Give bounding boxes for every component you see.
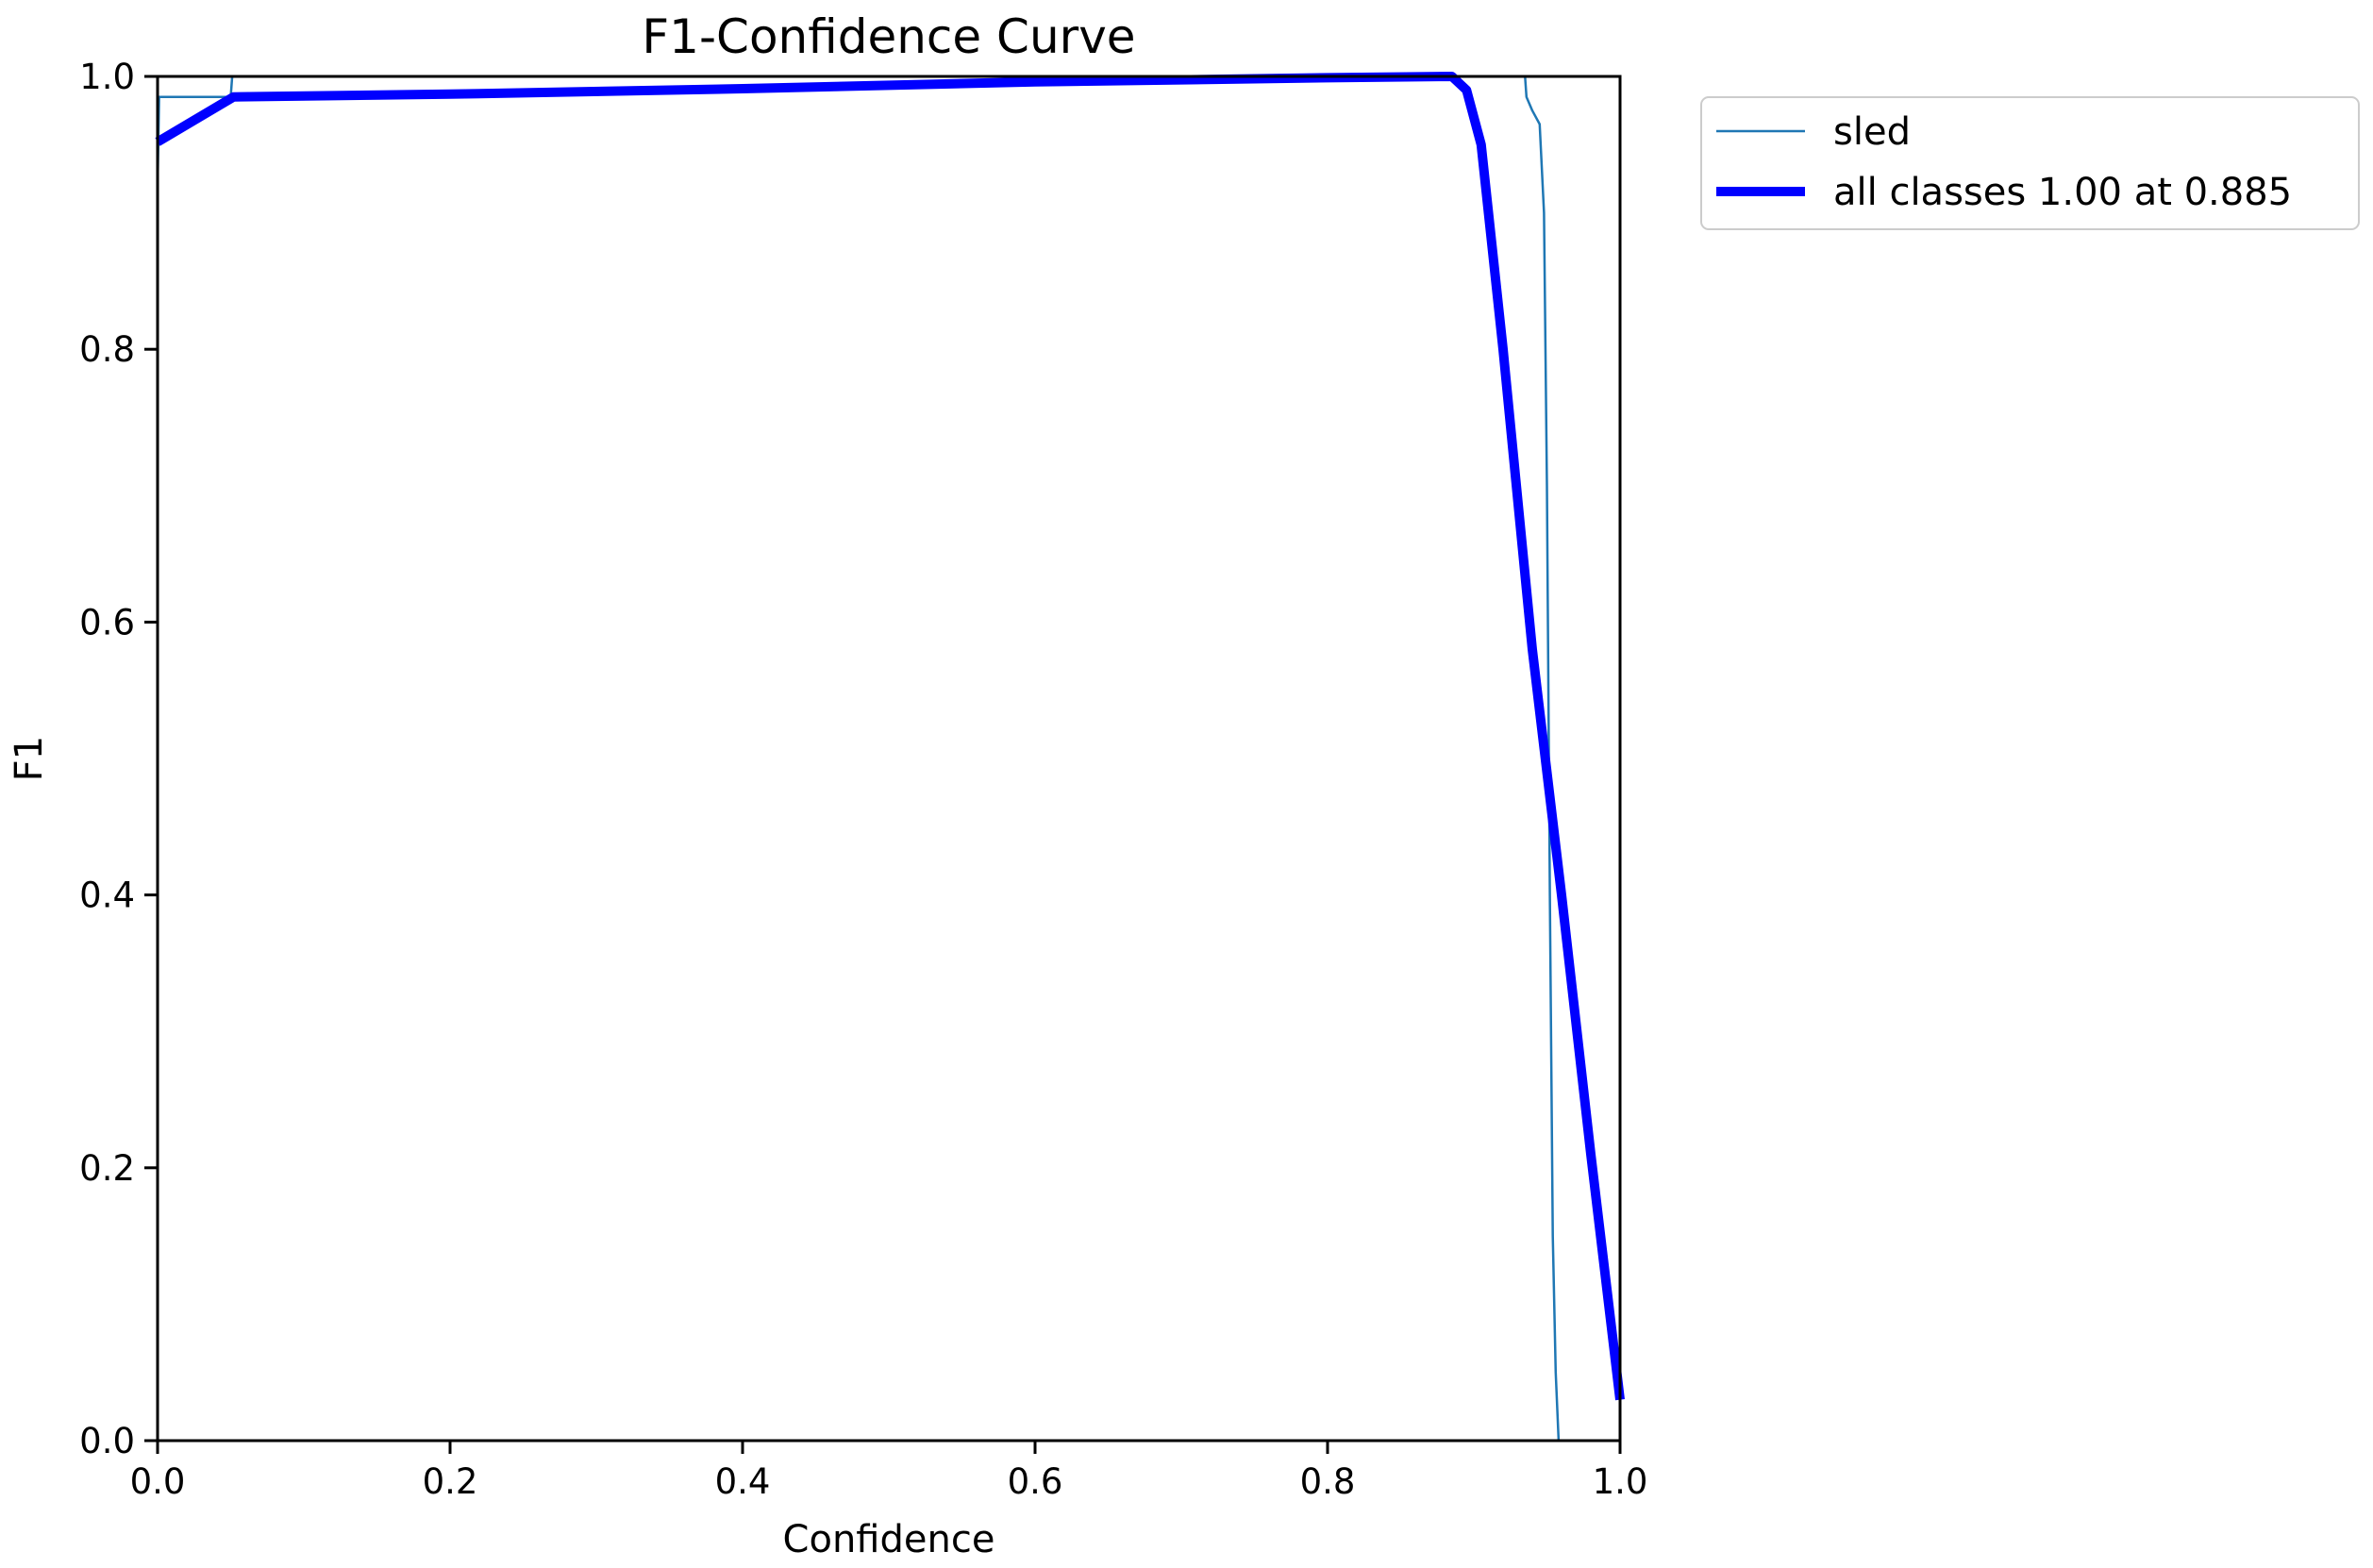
y-axis: 0.0 0.2 0.4 0.6 0.8 1.0 bbox=[79, 57, 158, 1461]
y-tick-label: 0.6 bbox=[79, 602, 135, 642]
plot-frame bbox=[156, 75, 1622, 1443]
x-axis: 0.0 0.2 0.4 0.6 0.8 1.0 bbox=[130, 1441, 1648, 1502]
x-tick-label: 0.2 bbox=[423, 1461, 478, 1502]
y-tick-label: 0.2 bbox=[79, 1148, 135, 1189]
legend: sled all classes 1.00 at 0.885 bbox=[1700, 96, 2360, 230]
x-tick-label: 0.4 bbox=[715, 1461, 771, 1502]
y-tick-label: 1.0 bbox=[79, 57, 135, 97]
legend-box bbox=[1700, 96, 2360, 230]
legend-label: all classes 1.00 at 0.885 bbox=[1833, 171, 2292, 214]
x-tick-label: 1.0 bbox=[1593, 1461, 1648, 1502]
x-tick-label: 0.8 bbox=[1300, 1461, 1356, 1502]
x-tick-label: 0.0 bbox=[130, 1461, 186, 1502]
series-line-sled bbox=[156, 75, 1561, 1442]
plot-area bbox=[155, 72, 1625, 1442]
y-tick-label: 0.0 bbox=[79, 1421, 135, 1461]
y-tick-label: 0.8 bbox=[79, 329, 135, 370]
y-axis-title: F1 bbox=[8, 736, 51, 781]
series-line-all-classes bbox=[155, 72, 1625, 1401]
y-tick-label: 0.4 bbox=[79, 876, 135, 916]
x-axis-title: Confidence bbox=[783, 1518, 995, 1561]
x-tick-label: 0.6 bbox=[1008, 1461, 1063, 1502]
legend-label: sled bbox=[1833, 110, 1911, 154]
chart-title: F1-Confidence Curve bbox=[642, 9, 1135, 64]
